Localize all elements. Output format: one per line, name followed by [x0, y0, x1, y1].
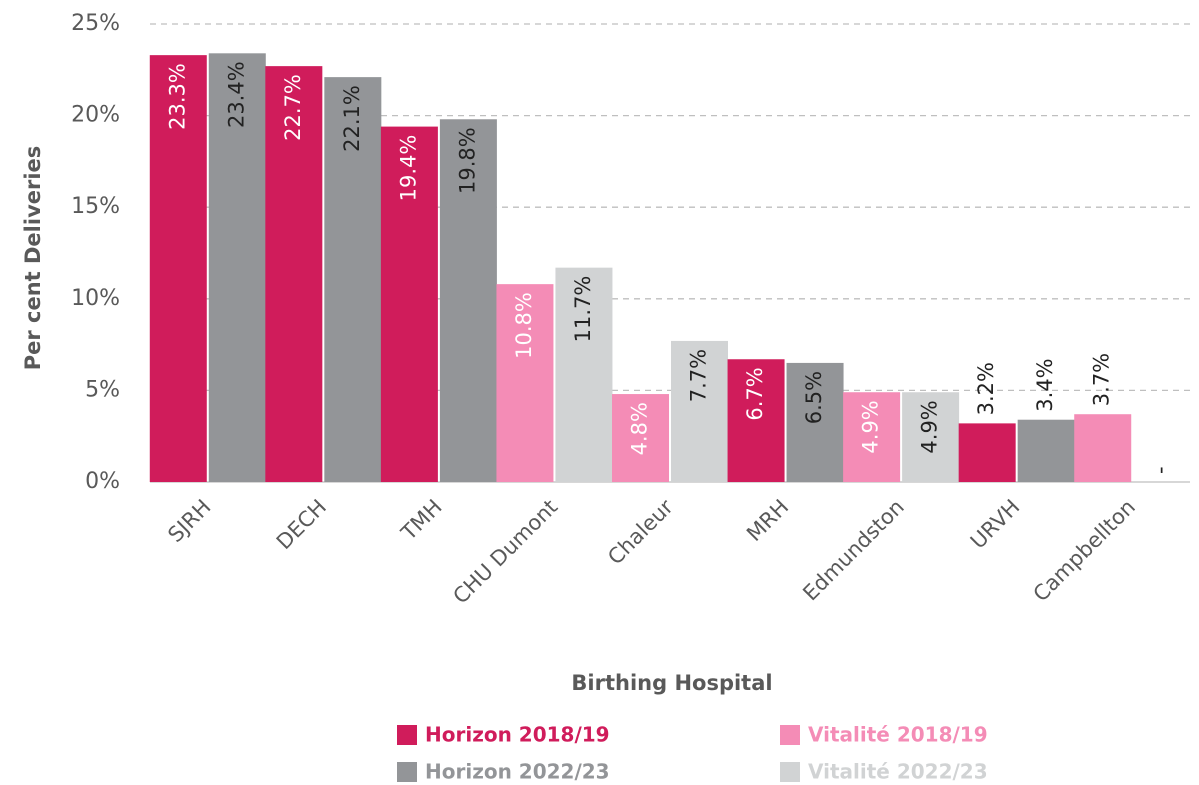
bar — [671, 340, 728, 482]
legend-label: Vitalité 2022/23 — [808, 760, 988, 784]
legend-swatch — [780, 725, 800, 745]
bar — [149, 55, 207, 482]
bar — [208, 53, 266, 482]
data-label: 23.3% — [165, 63, 189, 130]
bar — [380, 126, 438, 482]
legend-swatch — [397, 762, 417, 782]
x-tick-label: Chaleur — [603, 495, 678, 570]
bar — [1017, 419, 1075, 482]
x-axis-title: Birthing Hospital — [571, 671, 772, 695]
x-tick-label: DECH — [272, 495, 331, 554]
bar — [786, 362, 844, 482]
y-tick-label: 10% — [71, 286, 120, 311]
bar — [958, 423, 1016, 482]
x-tick-label: SJRH — [163, 495, 215, 547]
legend-swatch — [780, 762, 800, 782]
x-tick-label: CHU Dumont — [448, 495, 562, 609]
y-tick-label: 0% — [85, 469, 120, 494]
x-tick-label: MRH — [742, 495, 793, 546]
data-label: 19.4% — [396, 135, 420, 202]
bar — [324, 77, 382, 483]
data-label: - — [1149, 466, 1173, 474]
y-tick-label: 25% — [71, 11, 120, 36]
legend-label: Horizon 2018/19 — [425, 723, 610, 747]
bar — [902, 392, 960, 482]
data-label: 23.4% — [224, 61, 248, 128]
data-label: 6.7% — [743, 367, 767, 420]
data-label: 7.7% — [687, 349, 711, 402]
x-tick-label: TMH — [396, 495, 447, 546]
legend-label: Vitalité 2018/19 — [808, 723, 988, 747]
y-tick-label: 20% — [71, 103, 120, 128]
data-label: 19.8% — [455, 127, 479, 194]
bar — [496, 284, 554, 482]
data-label: 6.5% — [802, 371, 826, 424]
data-label: 3.4% — [1033, 358, 1057, 411]
legend-label: Horizon 2022/23 — [425, 760, 610, 784]
data-label: 3.2% — [974, 362, 998, 415]
data-label: 3.7% — [1090, 353, 1114, 406]
x-tick-label: URVH — [966, 495, 1025, 554]
bar — [555, 267, 613, 482]
bar — [1074, 414, 1132, 482]
data-label: 4.9% — [918, 400, 942, 453]
y-tick-label: 5% — [85, 377, 120, 402]
bar — [843, 392, 901, 482]
data-label: 11.7% — [571, 276, 595, 343]
data-label: 4.9% — [859, 400, 883, 453]
x-tick-label: Edmundston — [798, 495, 909, 606]
data-label: 22.1% — [340, 85, 364, 152]
bar — [612, 394, 669, 482]
data-label: 4.8% — [628, 402, 652, 455]
y-tick-label: 15% — [71, 194, 120, 219]
x-tick-label: Campbellton — [1029, 495, 1140, 606]
bar — [439, 119, 497, 482]
bar — [727, 359, 785, 482]
bar — [265, 66, 323, 483]
data-label: 10.8% — [512, 292, 536, 359]
y-axis-title: Per cent Deliveries — [21, 146, 45, 371]
data-label: 22.7% — [281, 74, 305, 141]
legend-swatch — [397, 725, 417, 745]
